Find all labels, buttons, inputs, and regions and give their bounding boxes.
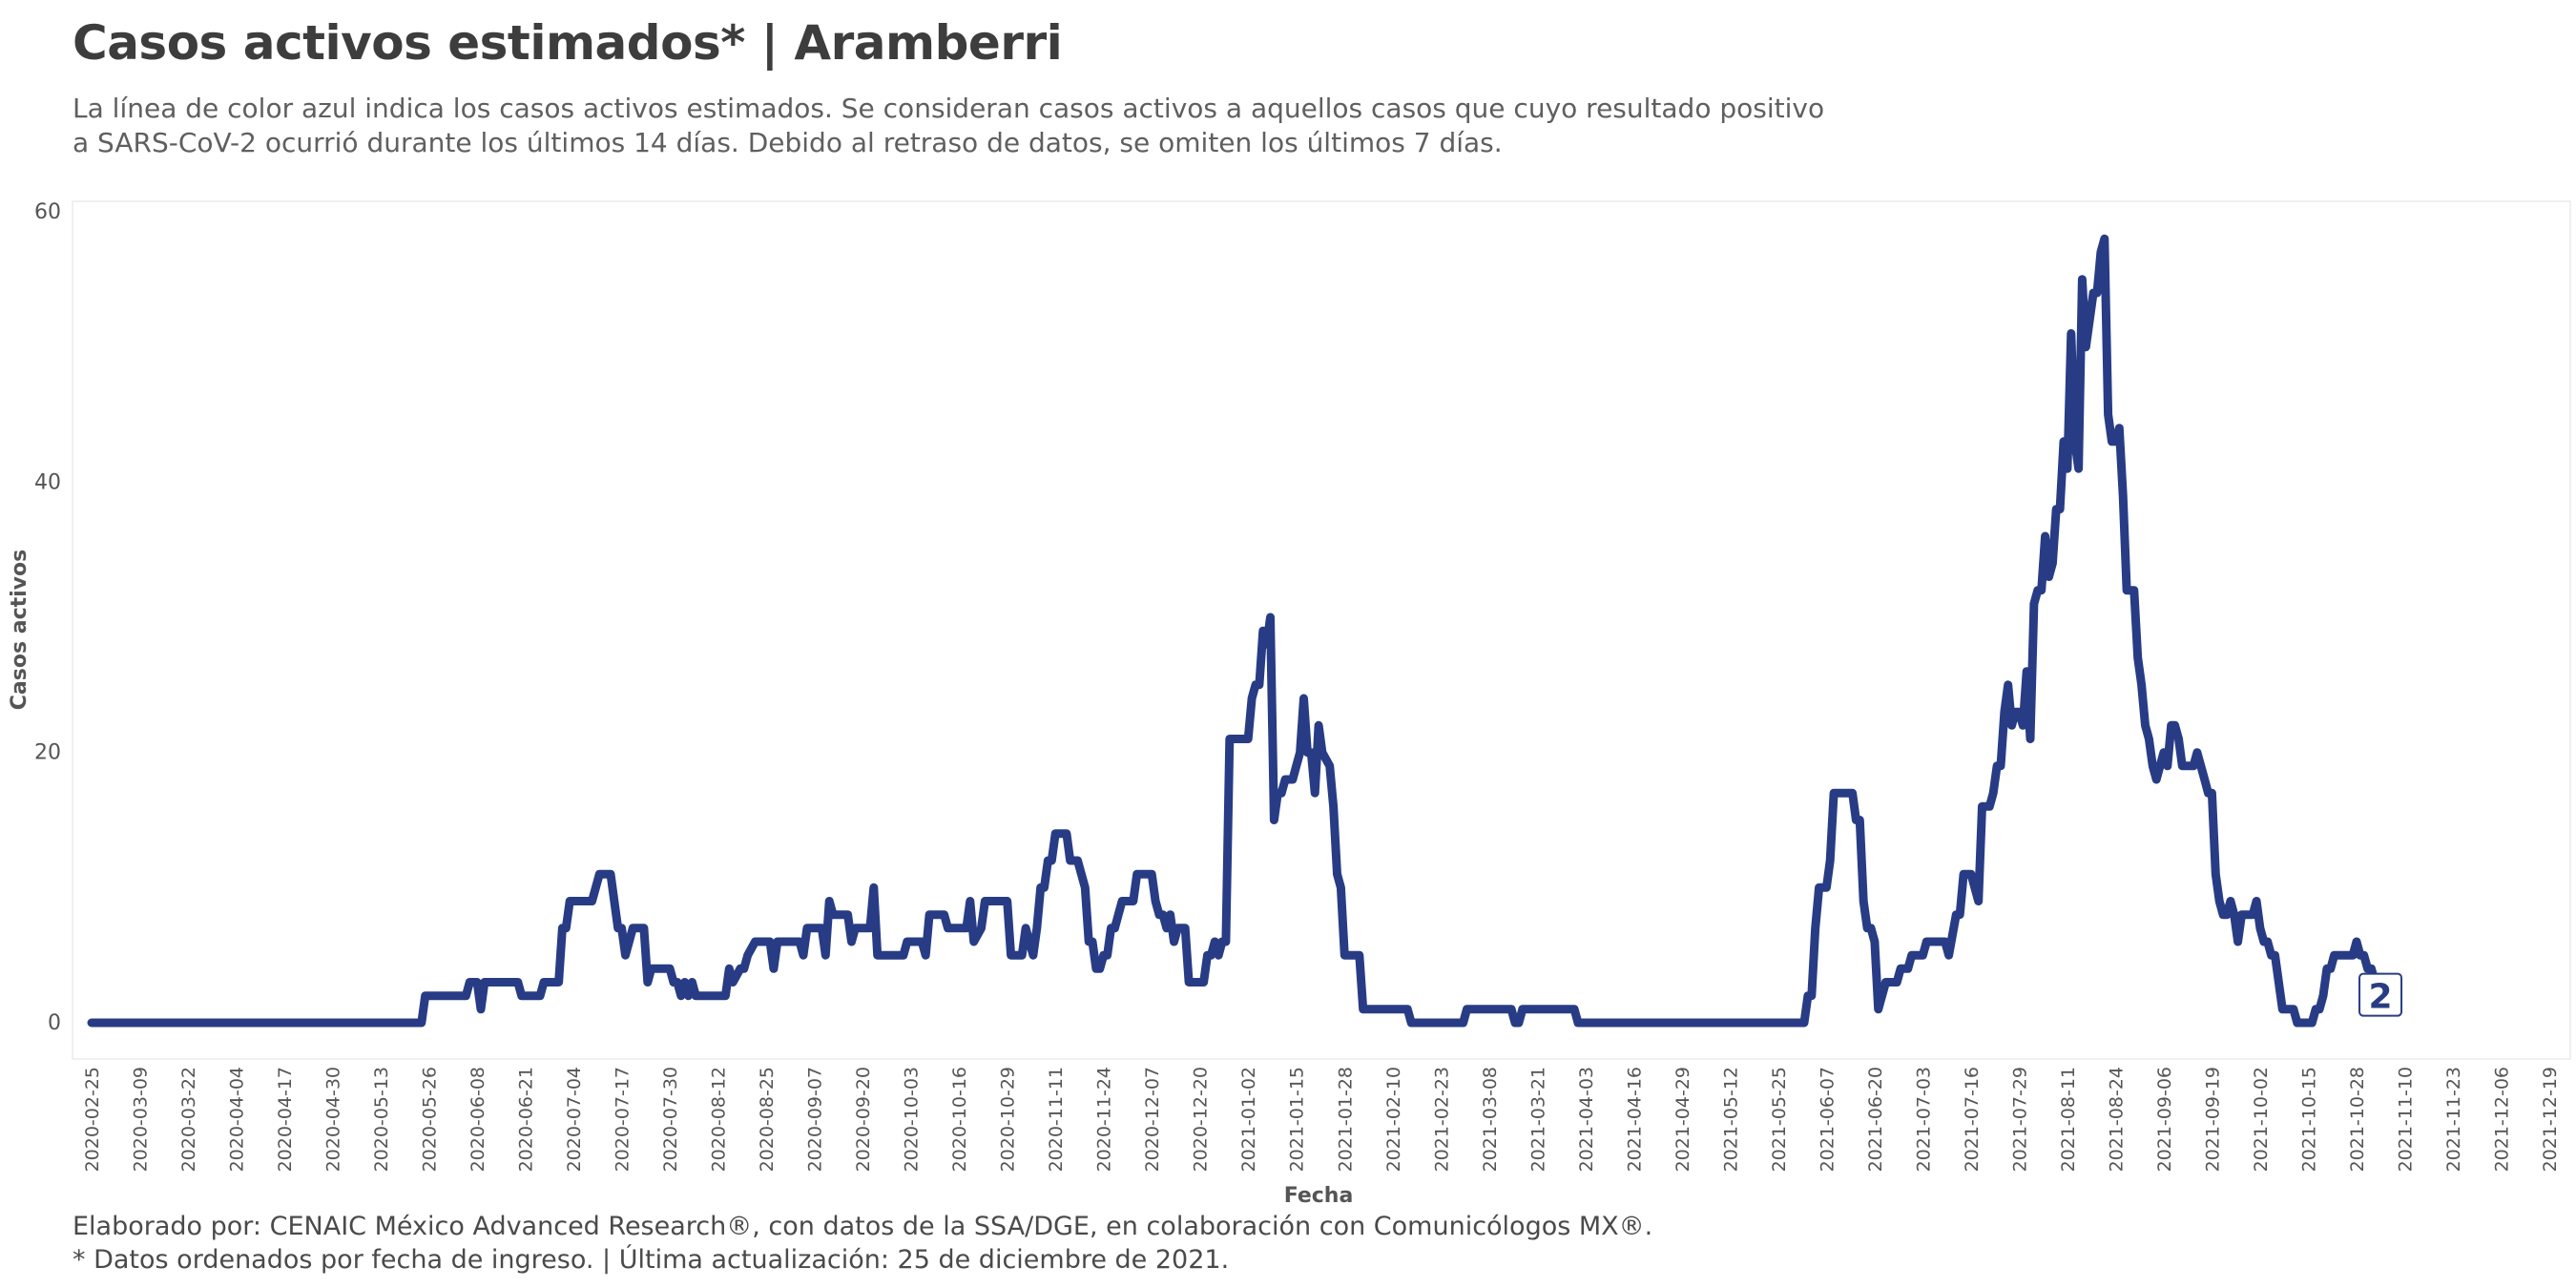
last-value-box xyxy=(2358,972,2403,1017)
x-tick-label: 2021-02-10 xyxy=(1383,1067,1404,1172)
chart-footer: Elaborado por: CENAIC México Advanced Re… xyxy=(73,1210,1652,1277)
subtitle-line-1: La línea de color azul indica los casos … xyxy=(73,93,1825,124)
x-tick-label: 2021-01-02 xyxy=(1238,1067,1259,1172)
x-tick-label: 2021-11-10 xyxy=(2395,1067,2416,1172)
x-tick-label: 2021-05-25 xyxy=(1769,1067,1790,1172)
active-cases-line xyxy=(87,234,2391,1028)
x-tick-label: 2020-12-07 xyxy=(1142,1067,1163,1172)
x-tick-label: 2021-08-11 xyxy=(2058,1067,2079,1172)
subtitle-line-2: a SARS-CoV-2 ocurrió durante los últimos… xyxy=(73,127,1503,158)
x-tick-label: 2020-04-30 xyxy=(323,1067,344,1172)
x-tick-label: 2021-10-28 xyxy=(2347,1067,2368,1172)
x-tick-label: 2021-09-06 xyxy=(2154,1067,2175,1172)
footer-note: * Datos ordenados por fecha de ingreso. … xyxy=(73,1245,1230,1275)
x-tick-label: 2020-06-08 xyxy=(467,1067,488,1172)
x-tick-label: 2021-03-21 xyxy=(1527,1067,1548,1172)
x-tick-label: 2020-11-24 xyxy=(1094,1067,1115,1172)
x-tick-label: 2020-04-17 xyxy=(275,1067,296,1172)
x-tick-label: 2020-02-25 xyxy=(82,1067,103,1172)
x-tick-label: 2020-08-25 xyxy=(757,1067,778,1172)
x-tick-label: 2021-04-29 xyxy=(1672,1067,1693,1172)
x-tick-label: 2020-05-26 xyxy=(420,1067,441,1172)
x-tick-label: 2020-12-20 xyxy=(1191,1067,1212,1172)
x-tick-label: 2020-10-16 xyxy=(949,1067,970,1172)
x-tick-label: 2020-07-04 xyxy=(564,1067,585,1172)
x-tick-label: 2021-08-24 xyxy=(2106,1067,2127,1172)
x-tick-label: 2021-10-02 xyxy=(2251,1067,2272,1172)
x-tick-label: 2020-07-17 xyxy=(613,1067,634,1172)
x-tick-label: 2021-01-15 xyxy=(1287,1067,1308,1172)
x-tick-label: 2021-01-28 xyxy=(1335,1067,1356,1172)
y-tick-label: 0 xyxy=(48,1011,61,1035)
x-tick-label: 2021-07-29 xyxy=(2009,1067,2030,1172)
x-tick-label: 2021-06-20 xyxy=(1865,1067,1886,1172)
x-tick-label: 2020-09-07 xyxy=(805,1067,826,1172)
x-tick-label: 2020-05-13 xyxy=(371,1067,392,1172)
x-tick-label: 2021-05-12 xyxy=(1720,1067,1741,1172)
x-axis-title: Fecha xyxy=(1284,1184,1354,1208)
last-value-label: 2 xyxy=(2358,972,2403,1017)
x-tick-label: 2021-04-03 xyxy=(1576,1067,1597,1172)
y-tick-label: 40 xyxy=(34,470,61,494)
x-tick-label: 2021-07-16 xyxy=(1962,1067,1983,1172)
x-tick-label: 2021-03-08 xyxy=(1480,1067,1501,1172)
x-tick-label: 2021-11-23 xyxy=(2443,1067,2464,1172)
x-tick-label: 2021-07-03 xyxy=(1913,1067,1934,1172)
y-axis-title: Casos activos xyxy=(8,550,31,710)
x-axis: 2020-02-25 2020-03-09 2020-03-22 2020-04-04… xyxy=(82,1067,2561,1172)
x-tick-label: 2020-04-04 xyxy=(227,1067,248,1172)
x-tick-label: 2020-10-03 xyxy=(902,1067,923,1172)
x-tick-label: 2020-08-12 xyxy=(709,1067,730,1172)
last-value-text: 2 xyxy=(2369,978,2393,1017)
x-tick-label: 2020-06-21 xyxy=(516,1067,537,1172)
plot-panel xyxy=(72,200,2571,1060)
x-tick-label: 2021-12-19 xyxy=(2540,1067,2561,1172)
x-tick-label: 2021-10-15 xyxy=(2298,1067,2319,1172)
x-tick-label: 2021-04-16 xyxy=(1624,1067,1645,1172)
y-tick-label: 60 xyxy=(34,200,61,224)
x-tick-label: 2020-03-09 xyxy=(131,1067,152,1172)
x-tick-label: 2020-07-30 xyxy=(660,1067,681,1172)
x-tick-label: 2021-02-23 xyxy=(1431,1067,1452,1172)
x-tick-label: 2021-09-19 xyxy=(2202,1067,2223,1172)
y-axis: 0 20 40 60 xyxy=(34,200,61,1035)
x-tick-label: 2020-10-29 xyxy=(998,1067,1019,1172)
x-tick-label: 2020-03-22 xyxy=(178,1067,199,1172)
chart-subtitle: La línea de color azul indica los casos … xyxy=(73,92,1885,160)
x-tick-label: 2021-12-06 xyxy=(2491,1067,2512,1172)
x-tick-label: 2021-06-07 xyxy=(1817,1067,1838,1172)
y-tick-label: 20 xyxy=(34,741,61,765)
chart-title: Casos activos estimados* | Aramberri xyxy=(73,15,1063,71)
x-tick-label: 2020-09-20 xyxy=(853,1067,874,1172)
x-tick-label: 2020-11-11 xyxy=(1046,1067,1067,1172)
footer-credit: Elaborado por: CENAIC México Advanced Re… xyxy=(73,1212,1653,1241)
